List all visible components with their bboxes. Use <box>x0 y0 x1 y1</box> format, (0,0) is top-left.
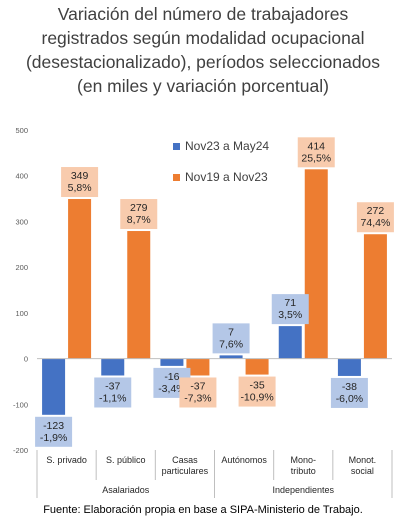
bar-series-nov23-may24 <box>219 355 243 359</box>
bar-series-nov19-nov23 <box>304 169 328 359</box>
title-line: registrados según modalidad ocupacional <box>41 28 365 48</box>
bar-series-nov19-nov23 <box>363 234 387 359</box>
bar-series-nov23-may24 <box>160 358 184 366</box>
bar-series-nov19-nov23 <box>68 199 92 359</box>
group-label: Independientes <box>272 485 334 495</box>
y-tick-label: 300 <box>15 217 28 226</box>
data-label-box <box>179 377 217 408</box>
data-label: -123 <box>43 420 64 432</box>
category-label: Casas <box>172 455 198 465</box>
data-label-box <box>35 416 73 447</box>
category-label: S. público <box>106 455 146 465</box>
chart-title: Variación del número de trabajadores reg… <box>0 2 406 98</box>
category-label: social <box>351 466 374 476</box>
bar-series-nov23-may24 <box>337 358 361 376</box>
data-label: -3,4% <box>158 383 185 395</box>
data-label-box <box>212 323 250 354</box>
bar-series-nov19-nov23 <box>127 231 151 359</box>
category-label: Monot. <box>349 455 377 465</box>
data-label: 349 <box>71 170 89 182</box>
data-label: 7,6% <box>219 338 243 350</box>
bar-series-nov19-nov23 <box>186 358 210 376</box>
legend-swatch <box>173 143 180 150</box>
data-label: 25,5% <box>301 152 331 164</box>
data-label: 7 <box>228 326 234 338</box>
data-label: 414 <box>307 140 325 152</box>
data-label: 3,5% <box>278 309 302 321</box>
data-label-box <box>330 377 368 408</box>
category-label: Mono- <box>290 455 316 465</box>
data-label: -10,9% <box>240 392 273 404</box>
title-line: (en miles y variación porcentual) <box>77 76 329 96</box>
data-label-box <box>61 167 99 198</box>
data-label: 74,4% <box>361 217 391 229</box>
data-label: 71 <box>284 297 296 309</box>
y-tick-label: 400 <box>15 172 28 181</box>
data-label-box <box>94 377 132 408</box>
bar-series-nov19-nov23 <box>245 358 269 375</box>
source-note: Fuente: Elaboración propia en base a SIP… <box>43 504 363 516</box>
data-label: 272 <box>367 205 385 217</box>
data-label: -7,3% <box>184 392 211 404</box>
data-label-box <box>356 202 394 233</box>
y-tick-label: -200 <box>13 446 28 455</box>
data-label-box <box>238 376 276 407</box>
y-tick-label: 500 <box>15 126 28 135</box>
data-label: 8,7% <box>127 214 151 226</box>
category-label: particulares <box>162 466 209 476</box>
legend-swatch <box>173 174 180 181</box>
data-label: -6,0% <box>336 393 363 405</box>
data-label: -1,9% <box>40 432 67 444</box>
y-tick-label: -100 <box>13 400 28 409</box>
data-label-box <box>271 294 309 325</box>
data-label: 5,8% <box>68 182 92 194</box>
category-label: Autónomos <box>221 455 267 465</box>
group-label: Asalariados <box>102 485 150 495</box>
title-line: Variación del número de trabajadores <box>57 4 349 24</box>
data-label-box <box>120 199 158 230</box>
category-label: tributo <box>291 466 316 476</box>
data-label: -37 <box>105 380 120 392</box>
data-label: -16 <box>164 371 179 383</box>
data-label: 279 <box>130 202 148 214</box>
y-tick-label: 100 <box>15 309 28 318</box>
title-line: (desestacionalizado), períodos seleccion… <box>25 52 381 72</box>
bar-series-nov23-may24 <box>42 358 66 415</box>
category-label: S. privado <box>46 455 87 465</box>
legend-label: Nov23 a May24 <box>185 139 269 153</box>
data-label: -35 <box>249 380 264 392</box>
y-tick-label: 200 <box>15 263 28 272</box>
data-label: -37 <box>190 380 205 392</box>
bar-series-nov23-may24 <box>101 358 125 376</box>
data-label-box <box>297 137 335 168</box>
bar-series-nov23-may24 <box>278 326 302 359</box>
legend-label: Nov19 a Nov23 <box>185 170 268 184</box>
y-tick-label: 0 <box>24 355 28 364</box>
data-label: -38 <box>342 381 357 393</box>
data-label: -1,1% <box>99 392 126 404</box>
